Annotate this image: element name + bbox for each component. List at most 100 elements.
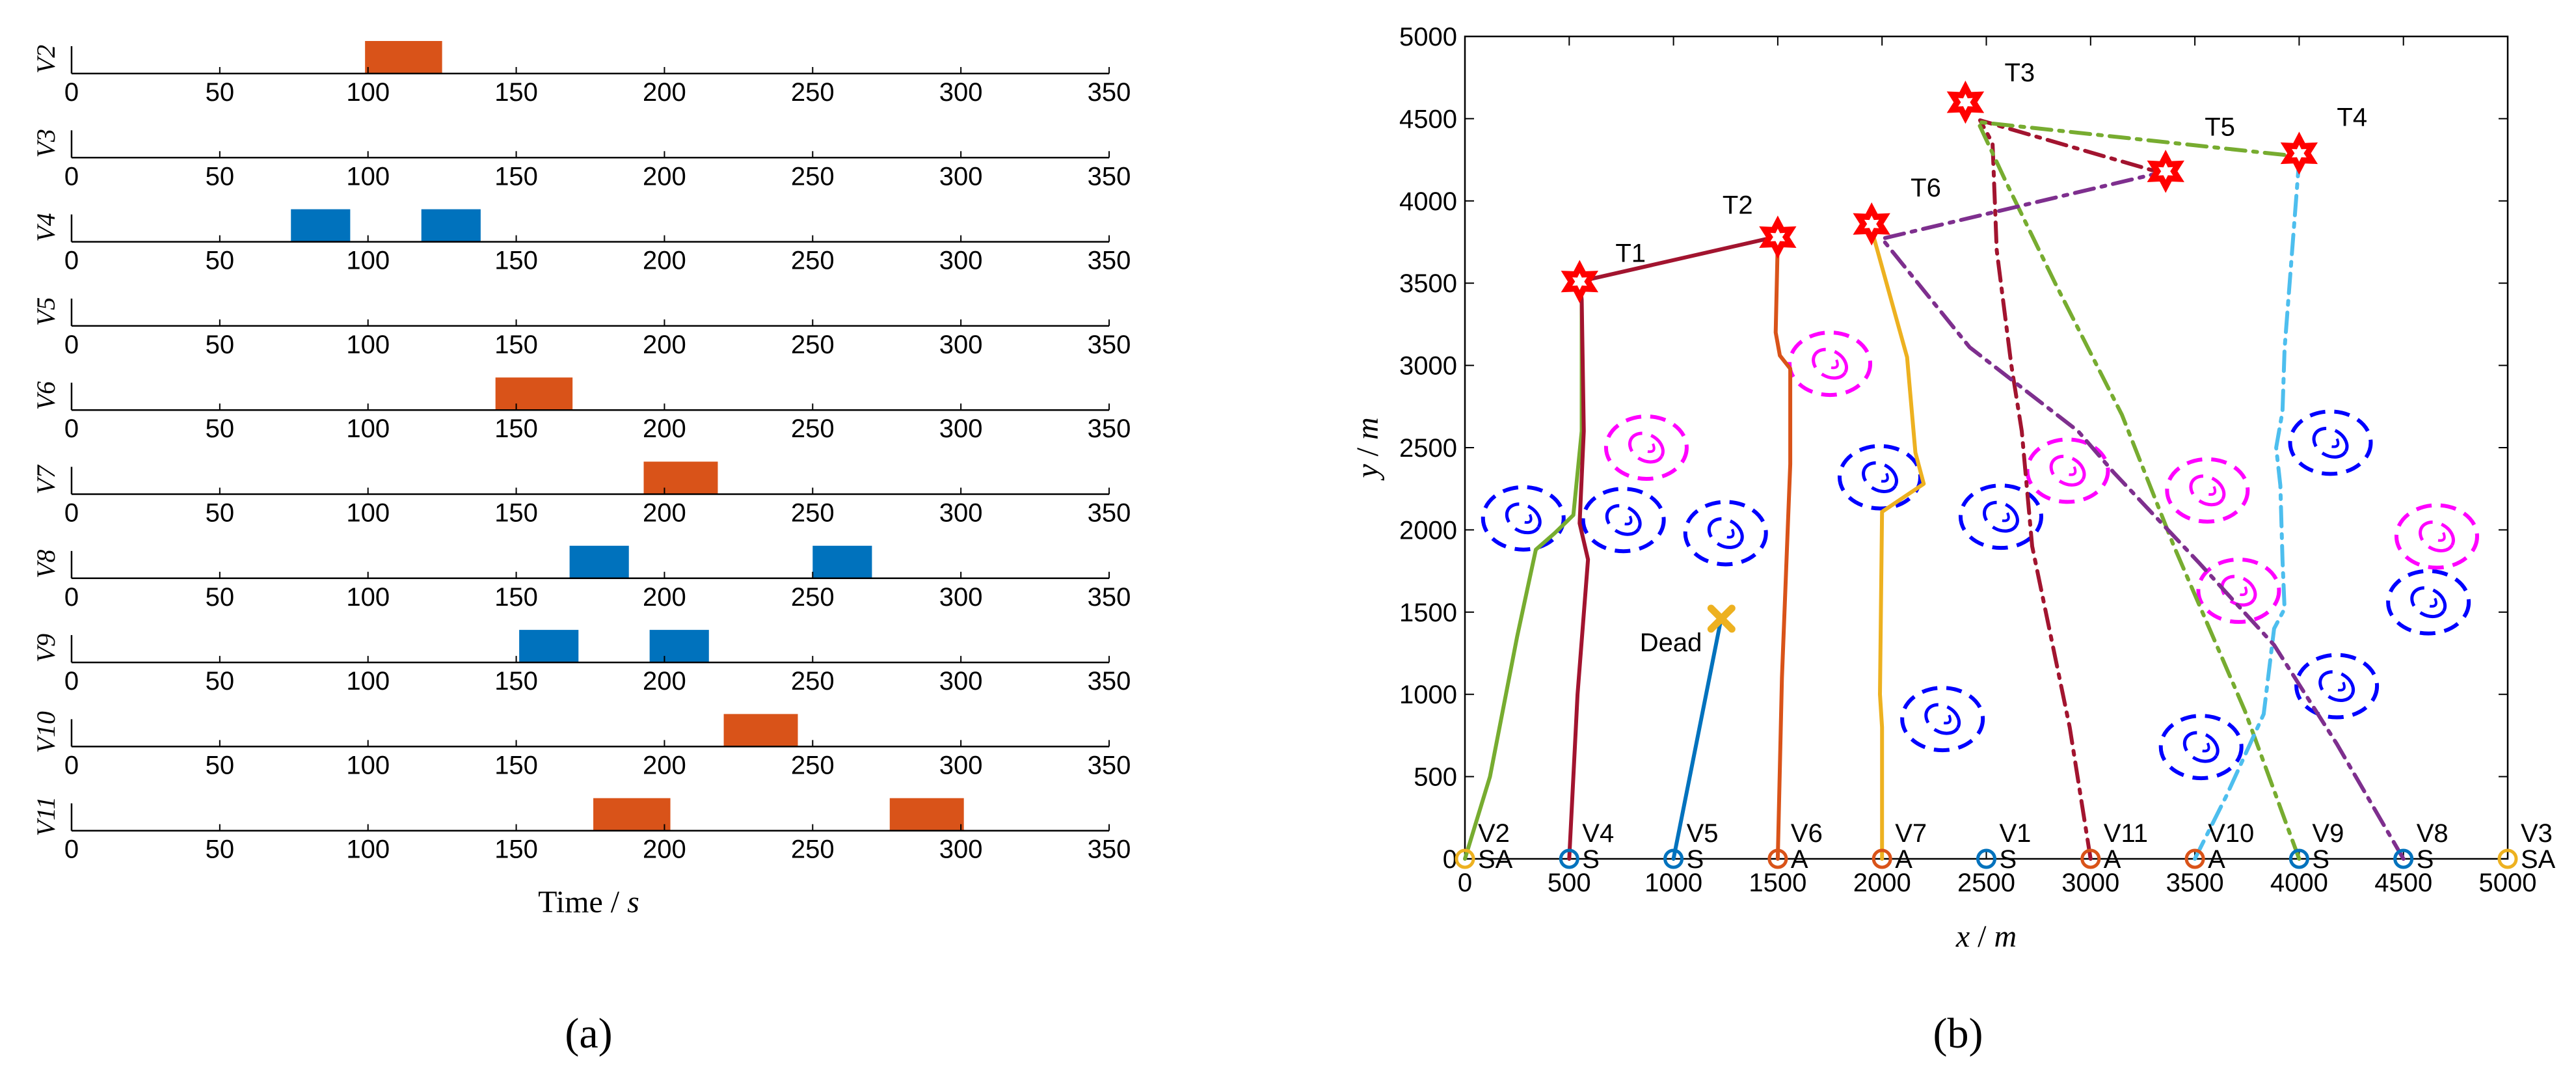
vehicle-mode-label: S <box>2000 845 2017 874</box>
gantt-bar-v7-1 <box>643 461 718 494</box>
gantt-tick-label: 300 <box>939 78 983 107</box>
gantt-tick-label: 250 <box>791 331 835 359</box>
threat-zone-outer-ring <box>2294 653 2380 720</box>
vehicle-mode-label: A <box>2208 845 2225 874</box>
gantt-row-label: V5 <box>31 297 60 326</box>
threat-zone-inner-ring <box>2220 575 2257 607</box>
vehicle-name-label: V3 <box>2521 819 2553 848</box>
target-t5: T5 <box>2147 113 2235 193</box>
gantt-tick-label: 50 <box>206 751 235 779</box>
gantt-tick-label: 200 <box>643 247 686 275</box>
vehicle-path-9 <box>1880 170 2406 861</box>
threat-zone-1 <box>1481 485 1566 552</box>
x-tick-label: 1500 <box>1749 869 1806 897</box>
threat-zone-inner-ring <box>2410 586 2447 619</box>
vehicle-mode-label: SA <box>1478 845 1513 874</box>
gantt-tick-label: 50 <box>206 247 235 275</box>
threat-zone-10 <box>2386 569 2471 636</box>
threat-zone-inner-ring <box>2189 474 2226 507</box>
dead-marker: Dead <box>1640 604 1736 657</box>
x-tick-label: 500 <box>1548 869 1591 897</box>
gantt-tick-label: 350 <box>1088 667 1131 696</box>
gantt-tick-label: 50 <box>206 331 235 359</box>
threat-zone-outer-ring <box>1837 444 1922 511</box>
threat-zone-inner-ring <box>1862 461 1898 493</box>
gantt-row-v4: 0 50 100 150 200 250 300 350 V4 <box>31 209 1131 275</box>
gantt-tick-label: 0 <box>64 162 79 191</box>
x-tick-label: 2500 <box>1957 869 2015 897</box>
gantt-tick-label: 150 <box>494 78 538 107</box>
gantt-row-v3: 0 50 100 150 200 250 300 350 V3 <box>31 129 1131 191</box>
gantt-tick-label: 50 <box>206 583 235 612</box>
gantt-tick-label: 100 <box>346 583 390 612</box>
gantt-tick-label: 300 <box>939 751 983 779</box>
target-label: T6 <box>1911 174 1941 202</box>
threat-zone-3 <box>1683 500 1768 567</box>
vehicle-path-6 <box>1978 118 2164 861</box>
gantt-tick-label: 150 <box>494 499 538 528</box>
gantt-tick-label: 250 <box>791 583 835 612</box>
target-label: T5 <box>2205 113 2235 141</box>
target-star-core <box>1958 94 1973 111</box>
threat-zone-outer-ring <box>1900 686 1985 753</box>
gantt-tick-label: 250 <box>791 247 835 275</box>
vehicle-start-marker <box>1767 848 1788 869</box>
gantt-tick-label: 0 <box>64 247 79 275</box>
gantt-tick-label: 150 <box>494 583 538 612</box>
threat-zone-inner-ring <box>2419 521 2455 552</box>
threat-zone-inner-ring <box>1605 504 1642 536</box>
gantt-row-label: V11 <box>31 796 60 836</box>
gantt-tick-label: 0 <box>64 414 79 443</box>
target-star-core <box>1770 228 1786 246</box>
gantt-row-v9: 0 50 100 150 200 250 300 350 V9 <box>31 630 1131 696</box>
gantt-tick-label: 200 <box>643 835 686 864</box>
threat-zone-core <box>2240 586 2248 597</box>
vehicle-start-marker <box>2288 848 2309 869</box>
gantt-tick-label: 100 <box>346 331 390 359</box>
vehicle-name-label: V5 <box>1687 819 1719 848</box>
threat-zone-outer-ring <box>1788 331 1873 398</box>
vehicle-start-marker <box>1663 848 1684 869</box>
target-t6: T6 <box>1853 174 1941 246</box>
vehicle-name-label: V2 <box>1478 819 1510 848</box>
gantt-tick-label: 150 <box>494 835 538 864</box>
gantt-tick-label: 150 <box>494 667 538 696</box>
vehicle-start-marker <box>1976 848 1996 869</box>
vehicle-name-label: V10 <box>2208 819 2254 848</box>
target-t1: T1 <box>1561 239 1646 303</box>
gantt-row-label: V10 <box>31 711 60 753</box>
gantt-tick-label: 250 <box>791 667 835 696</box>
dead-label: Dead <box>1640 629 1702 657</box>
threat-zone-core <box>2069 466 2077 476</box>
gantt-row-v6: 0 50 100 150 200 250 300 350 V6 <box>31 377 1131 443</box>
y-tick-label: 1500 <box>1399 599 1457 627</box>
gantt-tick-label: 50 <box>206 78 235 107</box>
target-label: T4 <box>2337 103 2367 131</box>
gantt-tick-label: 0 <box>64 78 79 107</box>
vehicle-v7: V7A <box>1872 819 1927 874</box>
vehicle-mode-label: A <box>1895 845 1912 874</box>
panel-label-a: (a) <box>565 1010 612 1057</box>
y-tick-label: 2000 <box>1399 516 1457 545</box>
gantt-tick-label: 100 <box>346 667 390 696</box>
vehicle-path-1 <box>1463 301 1584 861</box>
threat-zone-outer-ring <box>2196 557 2281 624</box>
gantt-tick-label: 100 <box>346 751 390 779</box>
target-star-core <box>2292 144 2307 162</box>
y-tick-label: 4500 <box>1399 105 1457 133</box>
gantt-tick-label: 0 <box>64 499 79 528</box>
y-tick-label: 1000 <box>1399 681 1457 709</box>
gantt-bar-v4-2 <box>421 209 481 242</box>
gantt-tick-label: 350 <box>1088 331 1131 359</box>
dead-x-icon <box>1707 604 1736 633</box>
threat-zone-inner-ring <box>1505 502 1542 535</box>
vehicle-start-marker <box>2497 848 2518 869</box>
target-star-core <box>1572 273 1587 290</box>
gantt-tick-label: 150 <box>494 414 538 443</box>
gantt-x-axis-label: Time / s <box>538 885 639 919</box>
vehicle-path-8 <box>2193 157 2301 861</box>
gantt-tick-label: 200 <box>643 78 686 107</box>
gantt-row-label: V6 <box>31 381 60 410</box>
